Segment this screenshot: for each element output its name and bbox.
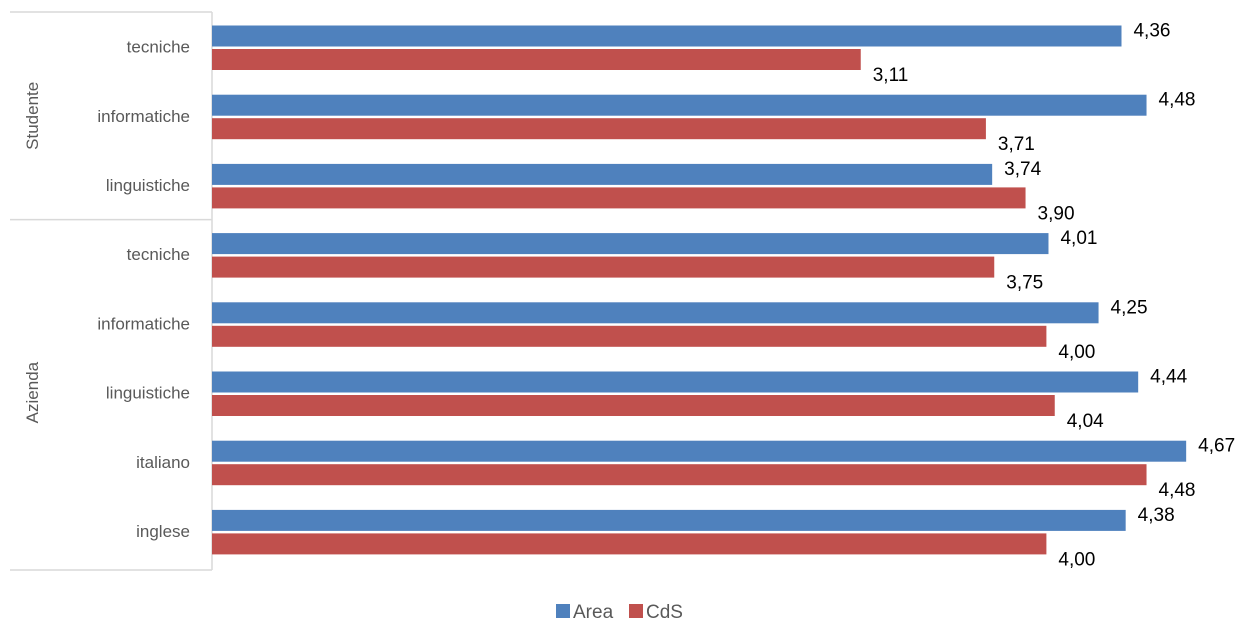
category-label: informatiche <box>97 107 190 126</box>
data-label-cds: 3,75 <box>1006 273 1043 294</box>
bar-area <box>212 163 993 185</box>
data-label-area: 4,36 <box>1133 21 1170 42</box>
data-label-cds: 4,04 <box>1067 411 1104 432</box>
legend-label-area: Area <box>573 602 614 623</box>
category-label: linguistiche <box>106 176 190 195</box>
data-label-cds: 3,90 <box>1038 203 1075 224</box>
legend-swatch-area <box>556 604 570 618</box>
bar-cds <box>212 464 1147 486</box>
category-label: tecniche <box>127 245 190 264</box>
group-label-azienda: Azienda <box>23 361 42 423</box>
data-label-cds: 3,71 <box>998 134 1035 155</box>
bar-area <box>212 440 1187 462</box>
category-label: italiano <box>136 453 190 472</box>
data-label-area: 3,74 <box>1004 159 1041 180</box>
bar-area <box>212 371 1139 393</box>
category-label: inglese <box>136 522 190 541</box>
data-label-area: 4,38 <box>1138 505 1175 526</box>
bar-cds <box>212 395 1055 416</box>
data-label-cds: 4,00 <box>1058 342 1095 363</box>
bar-area <box>212 509 1126 531</box>
bar-cds <box>212 187 1026 209</box>
legend-label-cds: CdS <box>646 602 683 623</box>
bar-cds <box>212 533 1047 555</box>
bar-area <box>212 25 1122 47</box>
bar-cds <box>212 118 986 140</box>
bar-cds <box>212 256 995 278</box>
data-label-cds: 4,00 <box>1058 549 1095 570</box>
data-label-area: 4,67 <box>1198 436 1235 457</box>
data-label-area: 4,25 <box>1111 297 1148 318</box>
bar-cds <box>212 49 861 70</box>
legend: Area CdS <box>556 602 683 623</box>
bar-area <box>212 94 1147 116</box>
labels-layer: Studente Azienda tecniche informatiche lingu… <box>23 21 1235 571</box>
bar-area <box>212 233 1049 255</box>
legend-swatch-cds <box>629 604 643 618</box>
group-label-studente: Studente <box>23 82 42 150</box>
category-label: linguistiche <box>106 384 190 403</box>
data-label-area: 4,48 <box>1159 90 1196 111</box>
data-label-cds: 4,48 <box>1159 480 1196 501</box>
bars-layer <box>212 25 1187 555</box>
bar-cds <box>212 325 1047 347</box>
bar-area <box>212 302 1099 324</box>
data-label-area: 4,44 <box>1150 367 1187 388</box>
category-label: tecniche <box>127 38 190 57</box>
data-label-cds: 3,11 <box>873 65 909 86</box>
data-label-area: 4,01 <box>1060 228 1097 249</box>
category-label: informatiche <box>97 314 190 333</box>
